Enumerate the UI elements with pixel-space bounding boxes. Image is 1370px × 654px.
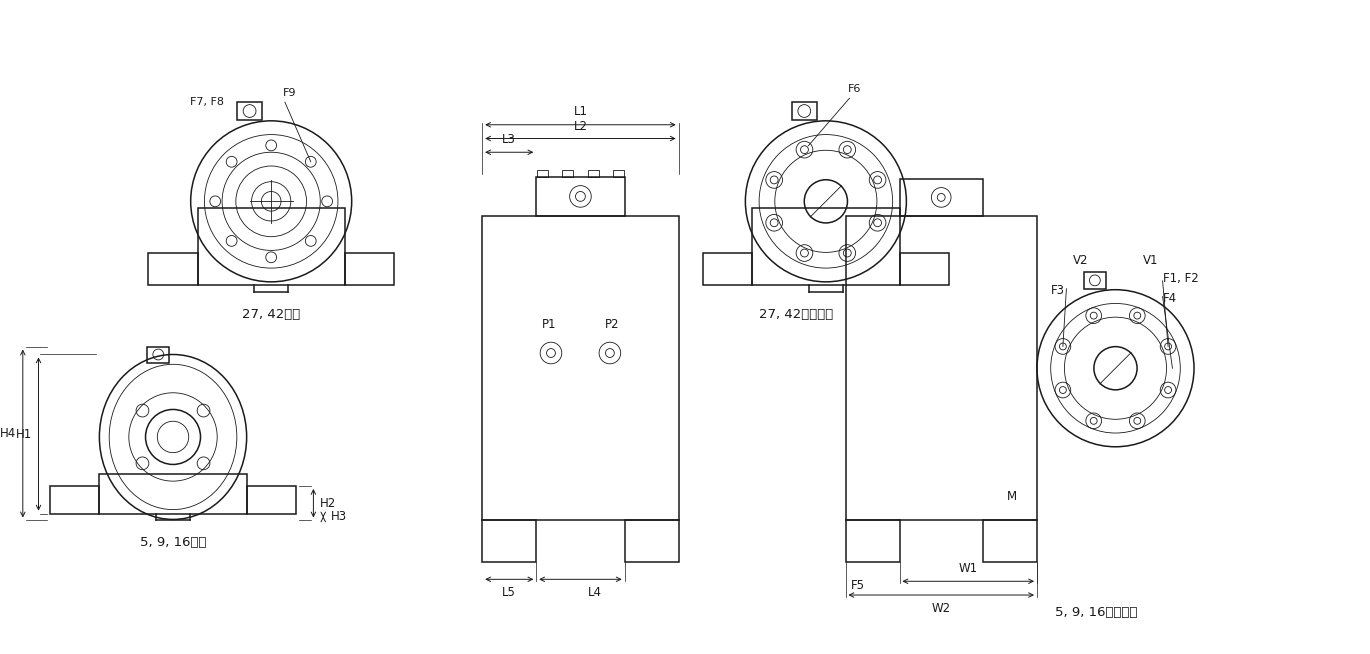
Text: F5: F5 — [851, 579, 864, 593]
Bar — [51, 486, 100, 513]
Bar — [100, 474, 247, 513]
Text: 27, 42端盖: 27, 42端盖 — [242, 308, 300, 320]
Bar — [752, 208, 900, 284]
Text: 5, 9, 16输出法兰: 5, 9, 16输出法兰 — [1055, 606, 1137, 619]
Text: 5, 9, 16端盖: 5, 9, 16端盖 — [140, 536, 207, 549]
Bar — [982, 521, 1037, 562]
Text: V1: V1 — [1143, 254, 1159, 267]
Text: H4: H4 — [0, 427, 16, 440]
Bar — [1084, 272, 1106, 288]
Text: F3: F3 — [1051, 284, 1064, 297]
Bar — [345, 253, 395, 284]
Bar — [148, 253, 197, 284]
Bar — [237, 102, 262, 120]
Text: F1, F2: F1, F2 — [1163, 273, 1199, 285]
Bar — [614, 170, 625, 177]
Text: L1: L1 — [574, 105, 588, 118]
Text: F9: F9 — [284, 88, 296, 98]
Text: P2: P2 — [604, 318, 619, 332]
Text: M: M — [1007, 490, 1018, 503]
Text: P1: P1 — [541, 318, 556, 332]
Bar — [900, 253, 948, 284]
Text: W2: W2 — [932, 602, 951, 615]
Bar — [482, 216, 678, 521]
Text: F7, F8: F7, F8 — [190, 97, 225, 107]
Text: 27, 42输出法兰: 27, 42输出法兰 — [759, 308, 833, 320]
Bar — [845, 521, 900, 562]
Bar — [482, 521, 536, 562]
Bar — [900, 179, 982, 216]
Text: V2: V2 — [1073, 254, 1088, 267]
Bar — [845, 216, 1037, 521]
Text: F6: F6 — [848, 84, 860, 94]
Text: L4: L4 — [588, 586, 603, 599]
Text: H3: H3 — [332, 511, 347, 523]
Bar — [536, 177, 625, 216]
Text: W1: W1 — [959, 562, 978, 576]
Bar — [148, 347, 169, 364]
Text: L2: L2 — [574, 120, 588, 133]
Text: F4: F4 — [1163, 292, 1177, 305]
Text: L3: L3 — [503, 133, 516, 146]
Bar — [792, 102, 817, 120]
Bar — [703, 253, 752, 284]
Bar — [197, 208, 345, 284]
Bar — [537, 170, 548, 177]
Bar — [625, 521, 678, 562]
Text: H2: H2 — [321, 497, 337, 509]
Bar — [588, 170, 599, 177]
Bar — [247, 486, 296, 513]
Text: H1: H1 — [16, 428, 33, 441]
Bar — [562, 170, 573, 177]
Text: L5: L5 — [503, 586, 516, 599]
